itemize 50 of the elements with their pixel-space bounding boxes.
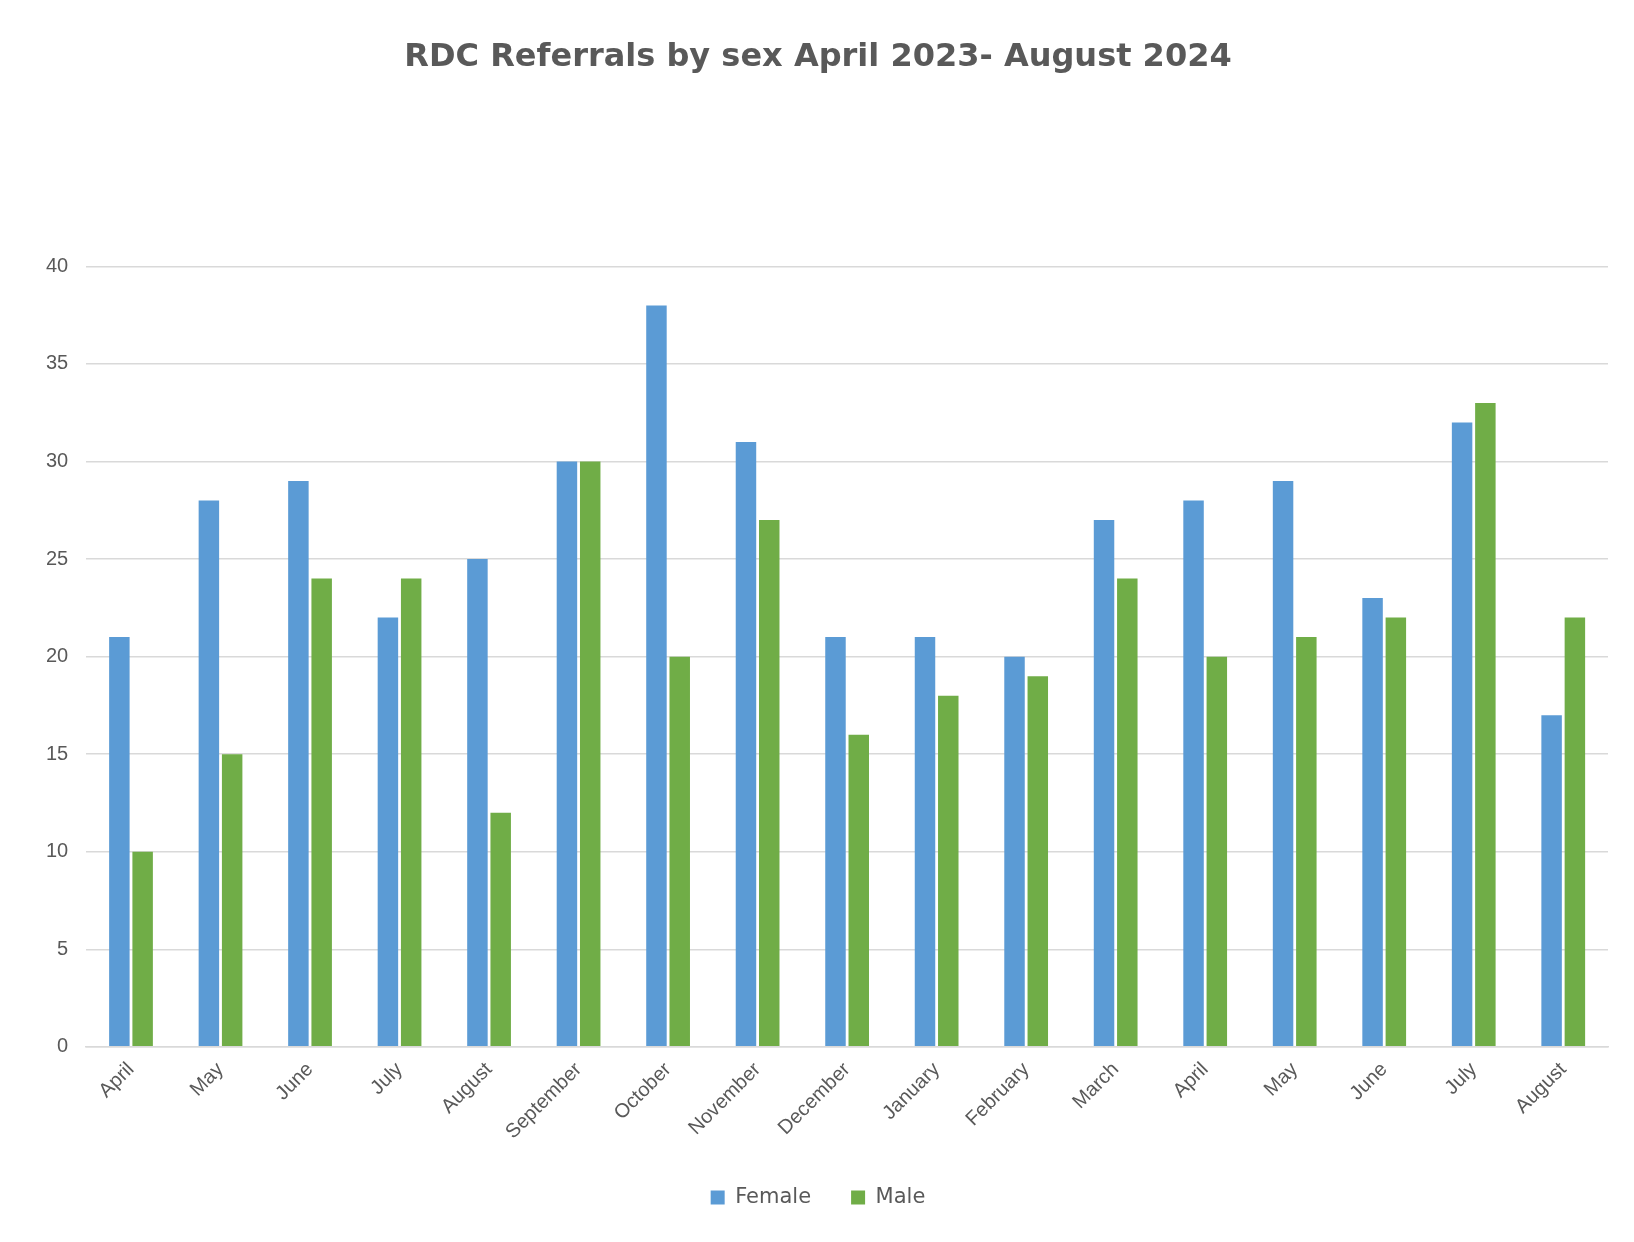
bar (1117, 578, 1138, 1047)
bar (938, 695, 959, 1047)
bar (1475, 402, 1496, 1047)
bar (1385, 617, 1407, 1047)
bar (848, 734, 869, 1047)
bar (490, 812, 511, 1047)
bar (1004, 656, 1025, 1047)
bar (1027, 676, 1049, 1047)
y-tick-label: 15 (46, 741, 69, 764)
bar (825, 637, 846, 1047)
bar (377, 617, 399, 1047)
bar (311, 578, 332, 1047)
bar (1206, 656, 1228, 1047)
bar (1093, 520, 1115, 1047)
legend-label: Female (735, 1183, 812, 1208)
bar (646, 305, 667, 1047)
y-tick-label: 0 (57, 1034, 69, 1057)
y-tick-label: 25 (46, 546, 69, 569)
y-tick-label: 40 (46, 253, 69, 276)
bar (400, 578, 422, 1047)
bar (1541, 715, 1562, 1047)
bar (1564, 617, 1586, 1047)
bar (759, 520, 780, 1047)
bar (467, 559, 488, 1047)
legend-label: Male (875, 1183, 926, 1208)
x-tick-label: July (1439, 1057, 1481, 1099)
bar (109, 637, 130, 1047)
y-tick-label: 5 (57, 936, 69, 959)
x-tick-label: May (1259, 1057, 1302, 1100)
bar (198, 500, 220, 1047)
bar (1362, 598, 1383, 1047)
x-tick-label: July (365, 1057, 407, 1099)
bar (132, 851, 153, 1047)
bar (1296, 637, 1317, 1047)
bar (221, 754, 243, 1047)
bar (1183, 500, 1204, 1047)
bar (735, 442, 757, 1047)
bar (1272, 481, 1294, 1047)
y-tick-label: 20 (46, 644, 69, 667)
bar (288, 481, 309, 1047)
y-tick-label: 30 (46, 449, 69, 472)
bar (1451, 422, 1473, 1047)
x-tick-label: May (184, 1057, 228, 1100)
y-tick-label: 35 (46, 351, 69, 374)
bar (914, 637, 936, 1047)
y-tick-label: 10 (46, 839, 69, 862)
bar (669, 656, 690, 1047)
bar (556, 461, 578, 1047)
bar (579, 461, 601, 1047)
chart-title: RDC Referrals by sex April 2023- August 2024 (404, 35, 1232, 74)
